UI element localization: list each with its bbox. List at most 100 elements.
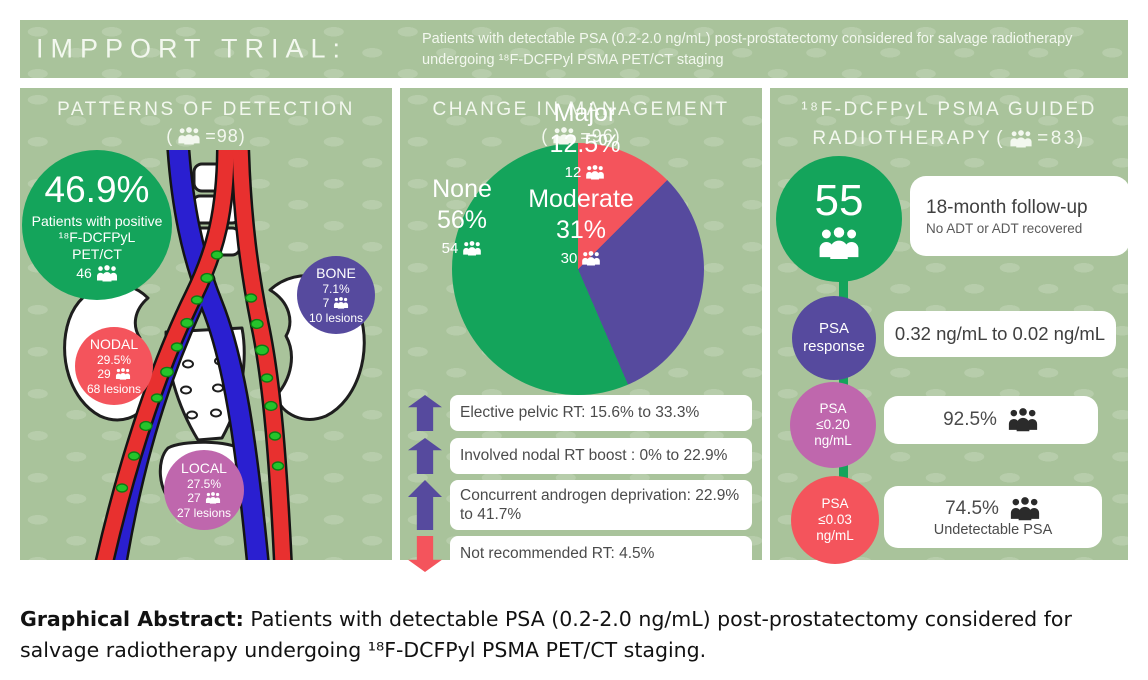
local-lesions: 27 lesions	[176, 505, 232, 520]
nodal-count: 29	[97, 367, 111, 382]
major-count: 12	[564, 163, 582, 181]
people-icon	[817, 227, 861, 260]
psa-003-card: 74.5% Undetectable PSA	[884, 486, 1102, 548]
positive-pet-stat-circle: 46.9% Patients with positive ¹⁸F-DCFPyL …	[22, 150, 172, 300]
management-change-row: Involved nodal RT boost : 0% to 22.9%	[408, 438, 752, 474]
followup-title: 18-month follow-up	[926, 196, 1088, 218]
psa-label: PSA	[819, 400, 847, 416]
people-icon	[1009, 497, 1041, 521]
panel2-n-value: =96)	[580, 125, 621, 146]
figure-caption: Graphical Abstract: Patients with detect…	[20, 604, 1132, 666]
management-change-row: Elective pelvic RT: 15.6% to 33.3%	[408, 395, 752, 431]
followup-count-circle: 55	[776, 156, 902, 282]
local-pct: 27.5%	[186, 476, 222, 491]
major-pct: 12.5%	[549, 130, 621, 159]
up-arrow-icon	[408, 480, 442, 530]
moderate-label: Moderate	[528, 185, 634, 213]
psa-020-pct: 92.5%	[943, 409, 997, 430]
panel2-n: ( =96)	[400, 126, 762, 147]
nodal-pct: 29.5%	[96, 352, 132, 367]
people-icon	[96, 265, 118, 282]
people-icon	[1009, 130, 1033, 148]
up-arrow-icon	[408, 395, 442, 431]
caption-text: Patients with detectable PSA (0.2-2.0 ng…	[20, 607, 1072, 662]
moderate-pct: 31%	[555, 216, 607, 245]
nodal-label: NODAL	[89, 336, 139, 353]
people-icon	[333, 297, 349, 309]
nodal-stat-circle: NODAL 29.5% 29 68 lesions	[75, 327, 153, 405]
panel3-title: ¹⁸F-DCFPyL PSMA GUIDED RADIOTHERAPY ( =8…	[770, 97, 1128, 152]
lymph-nodes	[115, 250, 285, 493]
psa-threshold: ≤0.03	[818, 511, 852, 527]
bone-lesions: 10 lesions	[308, 310, 364, 325]
people-icon	[585, 165, 605, 180]
paren: (	[996, 127, 1006, 149]
banner: IMPPORT TRIAL: Patients with detectable …	[20, 20, 1128, 78]
psa-response-value: 0.32 ng/mL to 0.02 ng/mL	[894, 323, 1106, 344]
positive-pct: 46.9%	[44, 169, 150, 211]
local-label: LOCAL	[181, 460, 227, 477]
change-text: Concurrent androgen deprivation: 22.9% t…	[460, 486, 740, 523]
psa-label2: response	[803, 338, 865, 355]
paren: (	[166, 125, 174, 146]
followup-card: 18-month follow-up No ADT or ADT recover…	[910, 176, 1130, 256]
psa-label: PSA	[818, 320, 849, 337]
change-card: Not recommended RT: 4.5%	[450, 536, 752, 572]
psa-response-circle: PSA response	[792, 296, 876, 380]
none-label: None	[432, 175, 492, 203]
psa-response-card: 0.32 ng/mL to 0.02 ng/mL	[884, 311, 1116, 357]
trial-title: IMPPORT TRIAL:	[36, 33, 348, 64]
people-icon	[205, 492, 221, 504]
panel-change-in-management: CHANGE IN MANAGEMENT ( =96) Major 12.5% …	[400, 88, 762, 572]
panel-psma-guided-radiotherapy: ¹⁸F-DCFPyL PSMA GUIDED RADIOTHERAPY ( =8…	[770, 88, 1130, 564]
panel-patterns-of-detection: PATTERNS OF DETECTION ( =98)	[20, 88, 392, 560]
pie-label-moderate: Moderate 31% 30	[510, 184, 652, 268]
psa-020-card: 92.5%	[884, 396, 1098, 444]
people-icon	[115, 368, 131, 380]
management-change-row: Not recommended RT: 4.5%	[408, 536, 752, 572]
positive-line1: Patients with positive	[31, 212, 163, 229]
people-icon	[177, 127, 201, 145]
pie-label-major: Major 12.5% 12	[518, 98, 652, 182]
bone-label: BONE	[316, 265, 356, 282]
panel2-title: CHANGE IN MANAGEMENT	[432, 99, 730, 120]
pie-label-none: None 56% 54	[406, 174, 518, 258]
undetectable-psa-label: Undetectable PSA	[933, 521, 1053, 538]
psa-label: PSA	[821, 495, 849, 511]
moderate-count: 30	[560, 249, 578, 267]
followup-count: 55	[814, 175, 864, 225]
change-text: Involved nodal RT boost : 0% to 22.9%	[460, 447, 728, 465]
management-pie-chart	[452, 143, 704, 395]
bone-stat-circle: BONE 7.1% 7 10 lesions	[297, 256, 375, 334]
positive-line3: PET/CT	[72, 246, 122, 263]
psa-003-circle: PSA ≤0.03 ng/mL	[791, 476, 879, 564]
people-icon	[1007, 408, 1039, 432]
panel1-n: ( =98)	[20, 126, 392, 147]
change-text: Elective pelvic RT: 15.6% to 33.3%	[460, 404, 700, 422]
none-count: 54	[441, 239, 459, 257]
psa-unit: ng/mL	[816, 528, 854, 544]
change-text: Not recommended RT: 4.5%	[460, 545, 655, 563]
paren: (	[541, 125, 549, 146]
down-arrow-icon	[408, 536, 442, 572]
bone-pct: 7.1%	[322, 281, 350, 296]
change-card: Concurrent androgen deprivation: 22.9% t…	[450, 480, 752, 530]
change-card: Elective pelvic RT: 15.6% to 33.3%	[450, 395, 752, 431]
local-count: 27	[187, 491, 201, 506]
up-arrow-icon	[408, 438, 442, 474]
followup-sub: No ADT or ADT recovered	[926, 220, 1083, 236]
trial-subtitle: Patients with detectable PSA (0.2-2.0 ng…	[422, 31, 1073, 68]
psa-020-circle: PSA ≤0.20 ng/mL	[790, 382, 876, 468]
none-pct: 56%	[436, 206, 488, 235]
positive-line2: ¹⁸F-DCFPyL	[58, 229, 136, 246]
panel3-n-value: =83)	[1037, 127, 1086, 149]
panel3-title-line1: ¹⁸F-DCFPyL PSMA GUIDED	[801, 99, 1097, 120]
caption-bold: Graphical Abstract:	[20, 607, 244, 631]
people-icon	[462, 241, 482, 256]
bone-count: 7	[322, 296, 330, 311]
positive-count: 46	[76, 264, 92, 281]
timeline-connector	[839, 220, 848, 542]
panel1-title: PATTERNS OF DETECTION	[57, 99, 355, 120]
psa-threshold: ≤0.20	[816, 416, 850, 432]
